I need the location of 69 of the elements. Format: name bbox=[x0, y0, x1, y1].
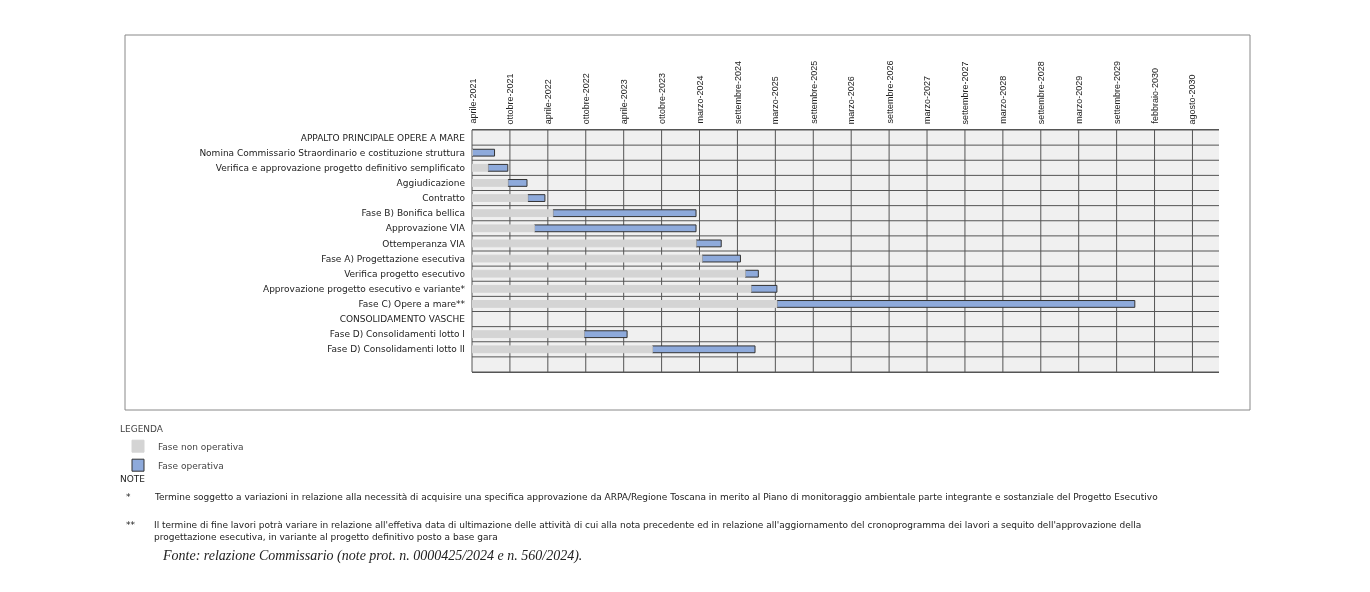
bar bbox=[527, 194, 546, 202]
bar bbox=[472, 209, 554, 218]
y-tick-label: Fase D) Consolidamenti lotto II bbox=[327, 344, 465, 355]
y-tick-label: Fase B) Bonifica bellica bbox=[361, 208, 465, 219]
legend-label: Fase non operativa bbox=[158, 441, 244, 452]
text: ** bbox=[126, 520, 136, 530]
text: marzo-2025 bbox=[770, 76, 781, 125]
bar bbox=[472, 284, 752, 293]
y-tick-label: APPALTO PRINCIPALE OPERE A MARE bbox=[300, 132, 466, 143]
text: aprile-2021 bbox=[467, 78, 478, 124]
y-tick-label: Fase C) Opere a mare** bbox=[358, 299, 466, 310]
legend-label: Fase operativa bbox=[158, 460, 224, 471]
bar bbox=[472, 194, 529, 202]
bar bbox=[472, 300, 778, 308]
bar bbox=[472, 239, 697, 248]
text: settembre-2028 bbox=[1036, 61, 1047, 125]
text: settembre-2026 bbox=[884, 60, 895, 124]
bar bbox=[472, 148, 496, 157]
y-tick-label: Verifica progetto esecutivo bbox=[344, 268, 466, 279]
bar bbox=[552, 209, 697, 218]
bar bbox=[472, 345, 653, 354]
y-tick-label: Fase A) Progettazione esecutiva bbox=[321, 253, 465, 264]
y-tick-label: Aggiudicazione bbox=[396, 178, 466, 189]
text: marzo-2027 bbox=[922, 75, 933, 125]
bar bbox=[472, 179, 509, 187]
bar bbox=[651, 345, 756, 354]
bar bbox=[533, 224, 697, 233]
bar bbox=[744, 269, 759, 278]
text: marzo-2026 bbox=[846, 76, 857, 125]
bar bbox=[776, 300, 1136, 308]
text: Il termine di fine lavori potrà variare in relazione all'effetiva data di ultimazione delle attività di cui alla nota precedente ed in relazione all'aggiornamento del cronoprogramma dei lavori a sequito dell'approvazione della progettazione esecutiva, in variante al progetto definitivo posto a base gara bbox=[154, 520, 1142, 542]
text: aprile-2022 bbox=[543, 79, 554, 125]
y-tick-label: CONSOLIDAMENTO VASCHE bbox=[339, 314, 466, 325]
text: aprile-2023 bbox=[619, 79, 630, 125]
text: marzo-2028 bbox=[997, 75, 1008, 124]
y-tick-label: Ottemperanza VIA bbox=[382, 238, 466, 249]
bar bbox=[695, 239, 722, 248]
legend-title: LEGENDA bbox=[120, 423, 164, 434]
y-tick-label: Nomina Commissario Straordinario e costituzione struttura bbox=[199, 147, 465, 158]
y-tick-label: Fase D) Consolidamenti lotto I bbox=[329, 329, 465, 340]
text: * bbox=[126, 492, 131, 502]
bar bbox=[472, 163, 489, 172]
text: ottobre-2023 bbox=[657, 73, 668, 125]
bar bbox=[472, 269, 746, 278]
text: ottobre-2021 bbox=[505, 73, 516, 125]
y-tick-label: Contratto bbox=[422, 193, 466, 204]
text: settembre-2029 bbox=[1112, 61, 1123, 125]
text: settembre-2025 bbox=[808, 60, 819, 124]
bar bbox=[472, 330, 585, 339]
bar bbox=[487, 163, 509, 172]
bar bbox=[472, 224, 535, 233]
text: febbraio-2030 bbox=[1149, 67, 1160, 124]
source-note: Fonte: relazione Commissario (note prot. n. 0000425/2024 e n. 560/2024). bbox=[162, 548, 583, 564]
text: agosto-2030 bbox=[1187, 74, 1198, 125]
bar bbox=[583, 330, 628, 339]
text: NOTE bbox=[120, 474, 146, 484]
text: marzo-2024 bbox=[694, 75, 705, 124]
bar bbox=[750, 284, 778, 293]
bar bbox=[507, 179, 528, 187]
bar bbox=[701, 254, 741, 263]
text: settembre-2024 bbox=[732, 60, 743, 124]
y-tick-label: Verifica e approvazione progetto definitivo semplificato bbox=[215, 162, 466, 173]
y-tick-label: Approvazione VIA bbox=[385, 223, 466, 234]
text: ottobre-2022 bbox=[581, 73, 592, 125]
text: settembre-2027 bbox=[960, 61, 971, 125]
y-tick-label: Approvazione progetto esecutivo e variante* bbox=[262, 283, 466, 294]
text: marzo-2029 bbox=[1073, 75, 1084, 124]
text: Termine soggetto a variazioni in relazione alla necessità di acquisire una specifica approvazione da ARPA/Regione Toscana in merito al Piano di monitoraggio ambientale parte integrante e sostanziale del Progetto Esecutivo bbox=[154, 492, 1159, 502]
bar bbox=[472, 254, 703, 263]
